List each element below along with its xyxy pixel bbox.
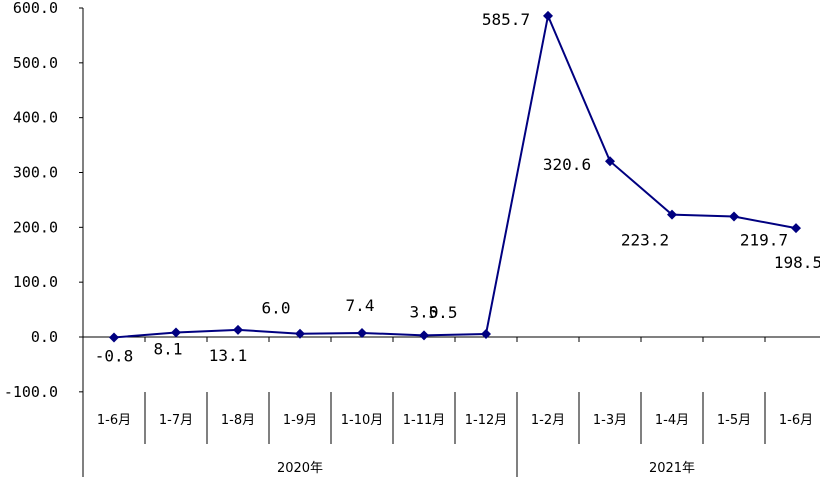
data-point-marker bbox=[791, 223, 801, 234]
data-label: 320.6 bbox=[543, 155, 591, 174]
data-point-marker bbox=[605, 156, 615, 167]
y-tick-label: 200.0 bbox=[13, 218, 58, 236]
y-tick-label: 600.0 bbox=[13, 0, 58, 17]
x-category-label: 1-6月 bbox=[97, 413, 131, 428]
data-label: 13.1 bbox=[209, 346, 248, 365]
y-tick-label: 100.0 bbox=[13, 273, 58, 291]
x-category-label: 1-6月 bbox=[779, 413, 813, 428]
data-point-marker bbox=[109, 332, 119, 343]
x-category-label: 1-3月 bbox=[593, 413, 627, 428]
x-category-label: 1-9月 bbox=[283, 413, 317, 428]
data-labels: -0.8 8.1 13.1 6.0 7.4 3.05.5 585.7 320.6 223.2 21… bbox=[95, 10, 820, 366]
data-label: 585.7 bbox=[482, 10, 530, 29]
data-label: 5.5 bbox=[429, 303, 458, 322]
y-tick-label: 500.0 bbox=[13, 54, 58, 72]
data-point-marker bbox=[357, 327, 367, 338]
series-line bbox=[113, 12, 797, 339]
y-tick-label: -100.0 bbox=[4, 383, 58, 401]
x-category-label: 1-11月 bbox=[403, 413, 446, 428]
x-category-label: 1-2月 bbox=[531, 413, 565, 428]
data-label: -0.8 bbox=[95, 346, 134, 365]
data-point-marker bbox=[481, 328, 491, 339]
data-point-marker bbox=[419, 330, 429, 341]
y-tick-label: 0.0 bbox=[31, 328, 58, 346]
data-label: 6.0 bbox=[262, 299, 291, 318]
data-label: 223.2 bbox=[621, 231, 669, 250]
data-point-marker bbox=[233, 324, 243, 335]
data-label: 219.7 bbox=[740, 231, 788, 250]
data-point-marker bbox=[295, 328, 305, 339]
y-axis-ticks: 600.0 500.0 400.0 300.0 200.0 100.0 0.0 -100.0 bbox=[4, 0, 83, 401]
x-category-label: 1-12月 bbox=[465, 413, 508, 428]
year-group-label: 2021年 bbox=[649, 461, 695, 476]
data-point-marker bbox=[171, 327, 181, 338]
data-label: 198.5 bbox=[774, 253, 820, 272]
data-label: 3.0 bbox=[410, 302, 439, 321]
x-category-label: 1-10月 bbox=[341, 413, 384, 428]
series-layer bbox=[109, 10, 801, 343]
x-category-label: 1-8月 bbox=[221, 413, 255, 428]
year-group-label: 2020年 bbox=[277, 461, 323, 476]
y-tick-label: 300.0 bbox=[13, 164, 58, 182]
data-label: 8.1 bbox=[154, 340, 183, 359]
y-tick-label: 400.0 bbox=[13, 109, 58, 127]
x-axis-year-groups: 2020年 2021年 bbox=[277, 392, 695, 477]
x-category-label: 1-7月 bbox=[159, 413, 193, 428]
data-point-marker bbox=[667, 209, 677, 220]
data-point-marker bbox=[543, 10, 553, 21]
data-point-marker bbox=[729, 211, 739, 222]
x-category-label: 1-5月 bbox=[717, 413, 751, 428]
x-category-label: 1-4月 bbox=[655, 413, 689, 428]
axes bbox=[82, 8, 820, 477]
x-axis-categories: 1-6月 1-7月 1-8月 1-9月 1-10月 1-11月 1-12月 1-2月 1-3月 1… bbox=[82, 337, 813, 444]
data-label: 7.4 bbox=[346, 296, 375, 315]
